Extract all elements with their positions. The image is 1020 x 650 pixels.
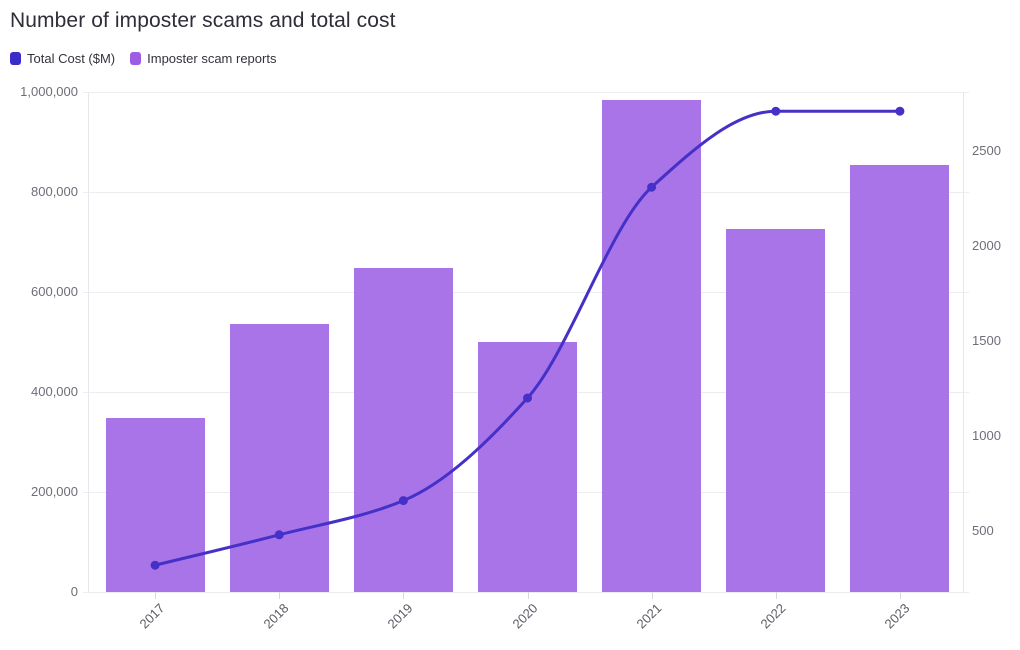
x-axis-label-2021: 2021 — [633, 600, 665, 632]
x-axis-label-2023: 2023 — [881, 600, 913, 632]
x-tick-2023 — [900, 592, 901, 599]
right-axis-label-1000: 1000 — [972, 428, 1001, 443]
x-tick-2020 — [528, 592, 529, 599]
legend-label-total-cost: Total Cost ($M) — [27, 51, 116, 66]
line-point-2021[interactable] — [647, 182, 657, 192]
line-point-2017[interactable] — [150, 560, 160, 570]
line-point-2020[interactable] — [523, 393, 532, 403]
left-axis-label-800,000: 800,000 — [31, 184, 78, 199]
line-point-2022[interactable] — [771, 106, 781, 116]
legend: Total Cost ($M) Imposter scam reports — [10, 51, 276, 66]
line-point-2023[interactable] — [895, 106, 905, 116]
gridline-1,000,000 — [83, 92, 969, 93]
right-axis-label-2000: 2000 — [972, 238, 1001, 253]
line-point-2019[interactable] — [398, 496, 408, 506]
bar-2019[interactable] — [354, 268, 453, 592]
right-axis-label-500: 500 — [972, 523, 994, 538]
total-cost-swatch-icon — [10, 52, 21, 65]
x-tick-2017 — [155, 592, 156, 599]
bar-2022[interactable] — [726, 229, 825, 592]
left-axis-label-1,000,000: 1,000,000 — [20, 84, 78, 99]
right-axis-line — [963, 92, 964, 592]
x-tick-2018 — [279, 592, 280, 599]
right-axis-label-1500: 1500 — [972, 333, 1001, 348]
bar-2023[interactable] — [850, 165, 949, 592]
left-axis-line — [88, 92, 89, 592]
x-tick-2022 — [776, 592, 777, 599]
right-axis-label-2500: 2500 — [972, 143, 1001, 158]
x-axis-label-2020: 2020 — [509, 600, 541, 632]
x-axis-label-2017: 2017 — [136, 600, 168, 632]
left-axis-label-200,000: 200,000 — [31, 484, 78, 499]
legend-item-total-cost[interactable]: Total Cost ($M) — [10, 51, 115, 66]
gridline-800,000 — [83, 192, 969, 193]
bar-2021[interactable] — [602, 100, 701, 592]
line-point-2018[interactable] — [274, 530, 284, 540]
legend-item-imposter-scam-reports[interactable]: Imposter scam reports — [130, 51, 276, 66]
x-axis-label-2018: 2018 — [260, 600, 292, 632]
left-axis-label-600,000: 600,000 — [31, 284, 78, 299]
bar-2020[interactable] — [478, 342, 577, 592]
gridline-600,000 — [83, 292, 969, 293]
imposter-scam-reports-swatch-icon — [130, 52, 142, 65]
legend-label-imposter-scam-reports: Imposter scam reports — [147, 51, 277, 66]
x-axis-label-2019: 2019 — [384, 600, 416, 632]
gridline-0 — [83, 592, 969, 593]
x-tick-2019 — [403, 592, 404, 599]
left-axis-label-400,000: 400,000 — [31, 384, 78, 399]
chart-title: Number of imposter scams and total cost — [10, 9, 396, 32]
left-axis-label-0: 0 — [70, 584, 78, 599]
x-axis-label-2022: 2022 — [757, 600, 789, 632]
x-tick-2021 — [652, 592, 653, 599]
bar-2018[interactable] — [230, 324, 329, 592]
